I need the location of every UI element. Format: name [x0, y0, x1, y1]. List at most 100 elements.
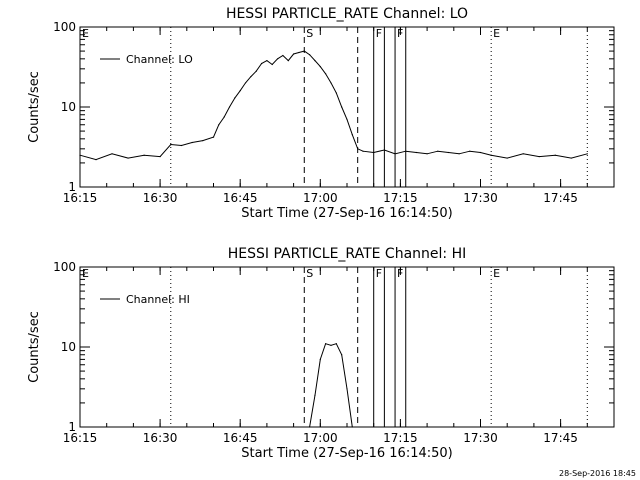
data-point	[506, 157, 508, 159]
data-point	[314, 394, 316, 396]
data-point	[335, 343, 337, 345]
y-tick-label: 1	[68, 420, 76, 434]
x-axis-label: Start Time (27-Sep-16 16:14:50)	[241, 206, 452, 221]
data-point	[346, 118, 348, 120]
data-point	[362, 150, 364, 152]
data-point	[383, 149, 385, 151]
data-point	[298, 51, 300, 54]
series-line	[79, 50, 588, 161]
data-point	[405, 150, 407, 152]
data-point	[191, 141, 193, 144]
data-point	[309, 54, 311, 56]
x-axis-label: Start Time (27-Sep-16 16:14:50)	[241, 446, 452, 461]
data-point	[458, 153, 460, 155]
data-point	[490, 154, 492, 156]
data-point	[437, 150, 439, 152]
x-tick-label: 17:45	[543, 431, 578, 445]
data-point	[479, 151, 482, 154]
data-point	[351, 134, 353, 136]
x-tick-label: 16:45	[223, 191, 258, 205]
x-tick-label: 16:30	[143, 431, 178, 445]
data-point	[260, 62, 263, 65]
event-marker-label: F	[376, 27, 382, 40]
data-point	[95, 159, 97, 161]
y-tick-label: 10	[61, 100, 76, 114]
data-point	[255, 70, 257, 72]
data-point	[330, 344, 332, 346]
x-tick-label: 17:15	[383, 191, 418, 205]
data-point	[293, 53, 295, 55]
event-marker-label: S	[306, 267, 313, 280]
data-point	[426, 153, 428, 155]
data-point	[212, 136, 215, 138]
x-tick-label: 16:15	[63, 191, 98, 205]
data-point	[271, 63, 273, 66]
data-point	[250, 75, 252, 78]
event-marker-label: E	[493, 267, 500, 280]
data-point	[570, 157, 572, 159]
x-tick-label: 17:45	[543, 191, 578, 205]
data-point	[447, 151, 450, 154]
x-tick-label: 16:30	[143, 191, 178, 205]
data-point	[202, 140, 204, 142]
data-point	[341, 106, 343, 108]
data-point	[143, 154, 145, 156]
event-marker-label: E	[493, 27, 500, 40]
data-point	[394, 153, 396, 155]
data-point	[319, 358, 321, 360]
data-point	[111, 153, 113, 155]
data-point	[228, 106, 231, 108]
series-line	[309, 343, 353, 428]
data-point	[218, 124, 220, 126]
data-point	[538, 155, 540, 158]
data-point	[357, 148, 359, 150]
data-point	[346, 388, 348, 390]
plot-frame	[79, 26, 615, 188]
x-tick-label: 17:00	[303, 431, 338, 445]
plot-frame	[79, 266, 615, 428]
data-point	[266, 60, 268, 62]
x-tick-label: 16:45	[223, 431, 258, 445]
x-tick-label: 17:30	[463, 431, 498, 445]
data-point	[170, 143, 172, 146]
data-point	[522, 153, 524, 155]
data-point	[351, 426, 353, 428]
data-point	[276, 58, 279, 60]
x-tick-label: 17:30	[463, 191, 498, 205]
event-marker-label: E	[82, 267, 89, 280]
y-tick-label: 1	[68, 180, 76, 194]
footer-timestamp: 28-Sep-2016 18:45	[559, 469, 636, 478]
y-tick-label: 10	[61, 340, 76, 354]
legend-label: Channel: HI	[126, 293, 190, 306]
data-point	[373, 151, 375, 154]
data-point	[325, 73, 327, 75]
data-point	[127, 157, 129, 159]
y-axis-label: Counts/sec	[27, 71, 42, 143]
data-point	[79, 154, 81, 156]
event-marker-label: S	[306, 27, 313, 40]
data-point	[287, 60, 289, 62]
x-tick-label: 16:15	[63, 431, 98, 445]
legend-label: Channel: LO	[126, 53, 193, 66]
data-point	[303, 50, 305, 52]
data-point	[180, 144, 183, 147]
chart-title: HESSI PARTICLE_RATE Channel: HI	[228, 246, 466, 262]
chart-panel-0: HESSI PARTICLE_RATE Channel: LO 16:15 16:3…	[27, 6, 615, 221]
data-point	[159, 155, 161, 158]
event-marker-label: E	[82, 27, 89, 40]
data-point	[309, 426, 311, 428]
y-tick-label: 100	[53, 20, 76, 34]
data-point	[244, 82, 247, 84]
data-point	[223, 116, 225, 118]
data-point	[586, 153, 588, 155]
data-point	[282, 54, 284, 57]
data-point	[325, 343, 327, 345]
data-point	[415, 151, 418, 154]
data-point	[314, 60, 316, 62]
chart-title: HESSI PARTICLE_RATE Channel: LO	[226, 6, 468, 22]
y-axis-label: Counts/sec	[27, 311, 42, 383]
chart-panel-1: HESSI PARTICLE_RATE Channel: HI 16:15 16:3…	[27, 246, 615, 461]
y-tick-label: 100	[53, 260, 76, 274]
event-marker-label: F	[397, 267, 403, 280]
